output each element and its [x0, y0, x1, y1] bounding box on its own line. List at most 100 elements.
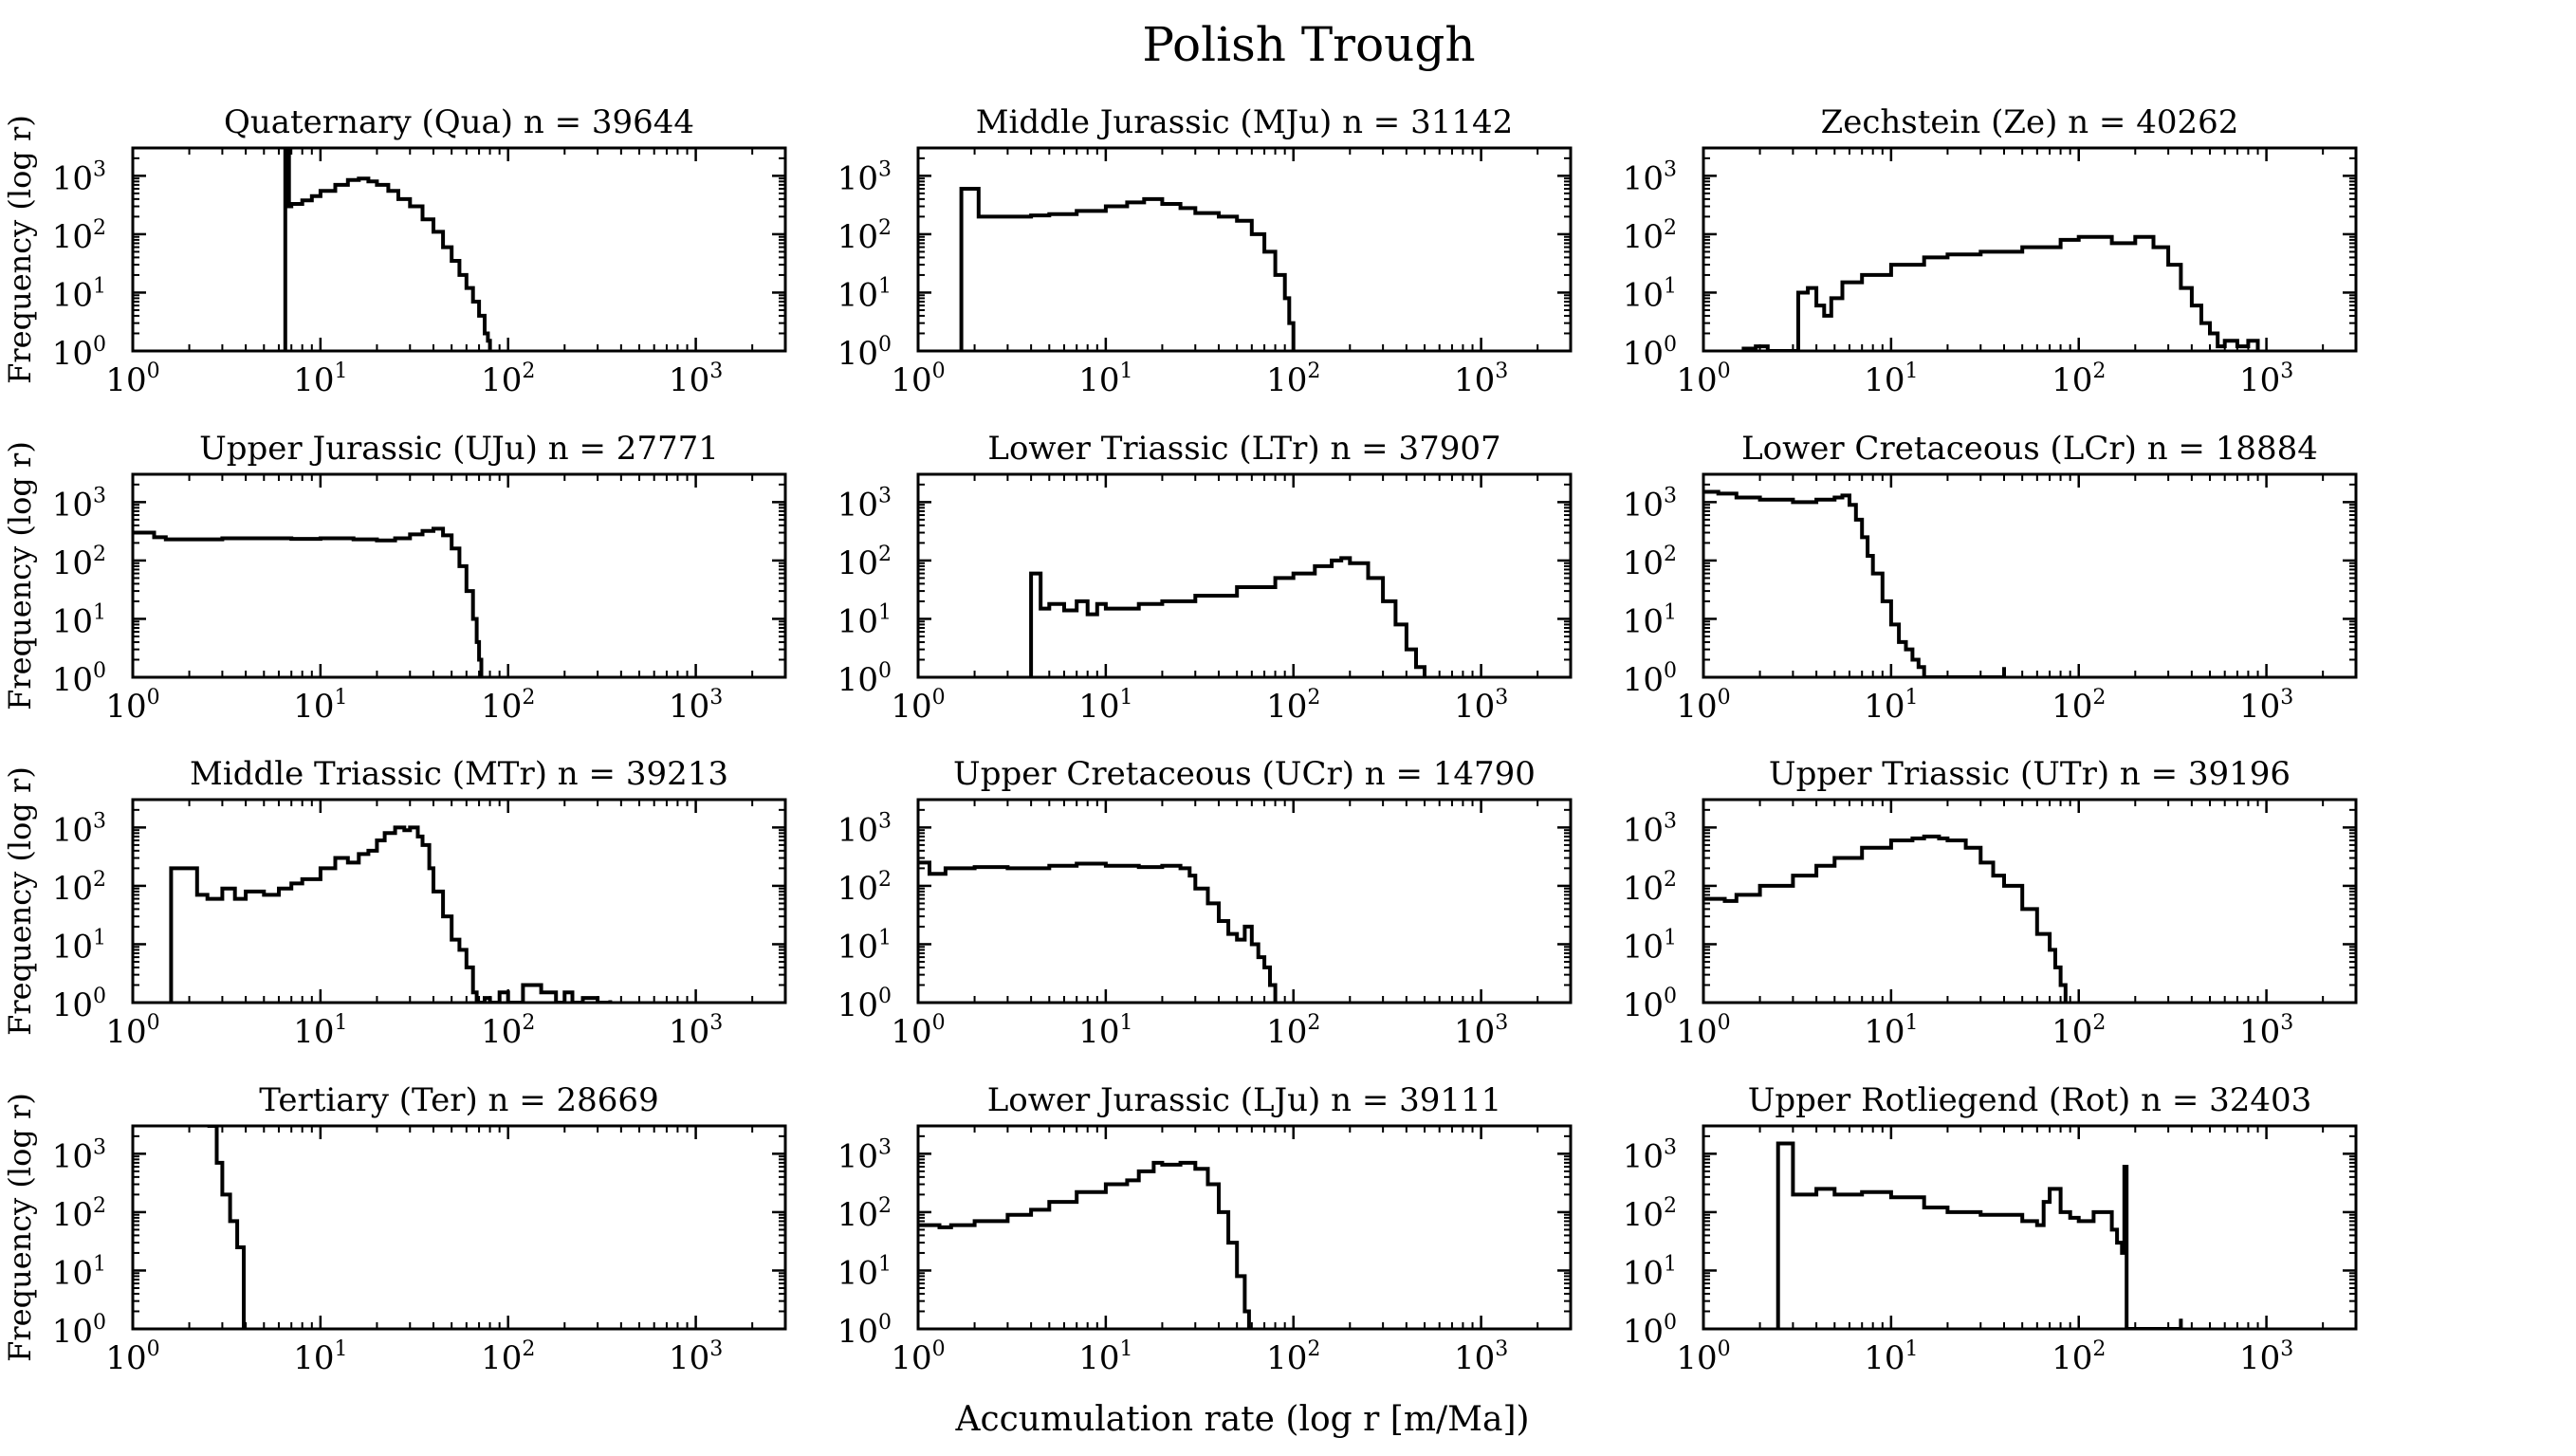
- y-tick-label: 100: [837, 333, 892, 373]
- y-tick-label: 103: [1623, 809, 1677, 849]
- x-tick-label: 100: [1676, 1337, 1730, 1377]
- panel-title: Upper Jurassic (UJu) n = 27771: [199, 430, 719, 468]
- x-tick-label: 102: [481, 1011, 535, 1051]
- y-tick-label: 102: [1623, 543, 1677, 582]
- axes-frame: [1702, 798, 2358, 1004]
- x-tick-label: 103: [2239, 686, 2293, 726]
- y-axis-label: Frequency (log r): [2, 115, 38, 384]
- ticks: [131, 147, 786, 353]
- x-tick-label: 102: [2052, 1337, 2106, 1377]
- x-tick-label: 103: [669, 1337, 723, 1377]
- x-tick-label: 101: [1078, 359, 1132, 399]
- y-tick-label: 101: [837, 1252, 892, 1292]
- y-tick-label: 101: [837, 274, 892, 314]
- y-tick-label: 101: [52, 1252, 106, 1292]
- axes-frame: [916, 798, 1573, 1004]
- x-tick-label: 101: [1078, 1337, 1132, 1377]
- x-tick-label: 103: [669, 1011, 723, 1051]
- y-tick-label: 102: [837, 1194, 892, 1234]
- x-tick-label: 101: [293, 359, 347, 399]
- panel-title: Upper Rotliegend (Rot) n = 32403: [1748, 1081, 2312, 1119]
- y-tick-label: 101: [52, 600, 106, 640]
- axes-frame: [916, 146, 1573, 353]
- ticks: [131, 1125, 786, 1331]
- axes-frame: [1702, 1124, 2358, 1331]
- y-tick-label: 103: [52, 157, 106, 197]
- histogram-series: [918, 860, 1278, 1003]
- y-tick-label: 103: [837, 809, 892, 849]
- y-tick-label: 103: [837, 484, 892, 524]
- ticks: [1702, 1125, 2357, 1331]
- axes-frame: [1702, 146, 2358, 353]
- ticks: [1702, 799, 2357, 1004]
- x-tick-label: 100: [1676, 359, 1730, 399]
- y-tick-label: 103: [837, 1135, 892, 1175]
- ticks: [131, 473, 786, 679]
- y-axis-label: Frequency (log r): [2, 766, 38, 1036]
- axes-frame: [916, 1124, 1573, 1331]
- x-tick-label: 103: [2239, 359, 2293, 399]
- y-tick-label: 103: [1623, 157, 1677, 197]
- x-tick-label: 102: [1266, 1011, 1320, 1051]
- y-tick-label: 101: [1623, 926, 1677, 966]
- x-tick-label: 102: [481, 686, 535, 726]
- panel-11: Upper Rotliegend (Rot) n = 32403 100 101 10…: [1623, 1081, 2358, 1377]
- x-tick-label: 103: [1454, 359, 1508, 399]
- x-tick-label: 101: [1078, 1011, 1132, 1051]
- axes-frame: [131, 472, 787, 679]
- x-tick-label: 102: [2052, 359, 2106, 399]
- y-tick-label: 101: [52, 926, 106, 966]
- panel-7: Lower Jurassic (LJu) n = 39111 100 101 102 1…: [837, 1081, 1573, 1377]
- x-tick-label: 100: [105, 359, 159, 399]
- y-tick-label: 100: [52, 1311, 106, 1351]
- x-tick-label: 100: [105, 686, 159, 726]
- y-tick-label: 102: [52, 868, 106, 908]
- x-tick-label: 101: [1864, 359, 1918, 399]
- y-tick-label: 101: [52, 274, 106, 314]
- panel-title: Lower Cretaceous (LCr) n = 18884: [1741, 430, 2318, 468]
- x-tick-label: 101: [293, 686, 347, 726]
- panel-5: Lower Triassic (LTr) n = 37907 100 101 102 1…: [837, 430, 1573, 726]
- x-tick-label: 103: [1454, 686, 1508, 726]
- histogram-series: [1703, 834, 2068, 1003]
- y-tick-label: 102: [52, 216, 106, 256]
- x-tick-label: 100: [1676, 686, 1730, 726]
- x-tick-label: 100: [105, 1011, 159, 1051]
- y-tick-label: 101: [837, 926, 892, 966]
- y-tick-label: 102: [52, 1194, 106, 1234]
- ticks: [916, 799, 1572, 1004]
- panel-8: Zechstein (Ze) n = 40262 100 101 102 103 100 1…: [1623, 103, 2358, 399]
- y-tick-label: 102: [1623, 868, 1677, 908]
- ticks: [1702, 473, 2357, 679]
- x-tick-label: 101: [1078, 686, 1132, 726]
- y-tick-label: 100: [1623, 659, 1677, 699]
- x-tick-label: 101: [293, 1337, 347, 1377]
- y-tick-label: 100: [837, 659, 892, 699]
- axes-frame: [1702, 472, 2358, 679]
- histogram-series: [1029, 556, 1426, 677]
- x-tick-label: 100: [891, 359, 945, 399]
- y-axis-label: Frequency (log r): [2, 441, 38, 710]
- histogram-series: [1703, 489, 2006, 677]
- panel-1: Upper Jurassic (UJu) n = 27771 Frequency …: [2, 430, 787, 726]
- y-tick-label: 100: [1623, 985, 1677, 1024]
- histogram-series: [959, 187, 1296, 351]
- axes-frame: [131, 798, 787, 1004]
- histogram-series: [1776, 1141, 2183, 1329]
- y-axis-label: Frequency (log r): [2, 1093, 38, 1362]
- ticks: [916, 147, 1572, 353]
- ticks: [916, 473, 1572, 679]
- x-tick-label: 101: [1864, 686, 1918, 726]
- y-tick-label: 100: [52, 333, 106, 373]
- y-tick-label: 103: [52, 809, 106, 849]
- x-tick-label: 101: [1864, 1011, 1918, 1051]
- y-tick-label: 102: [52, 543, 106, 582]
- panel-title: Tertiary (Ter) n = 28669: [259, 1081, 658, 1119]
- figure-xlabel: Accumulation rate (log r [m/Ma]): [954, 1400, 1529, 1439]
- panel-title: Upper Cretaceous (UCr) n = 14790: [953, 755, 1536, 793]
- panel-title: Lower Jurassic (LJu) n = 39111: [987, 1081, 1502, 1119]
- panel-10: Upper Triassic (UTr) n = 39196 100 101 102 1…: [1623, 755, 2358, 1051]
- x-tick-label: 102: [2052, 1011, 2106, 1051]
- y-tick-label: 101: [1623, 600, 1677, 640]
